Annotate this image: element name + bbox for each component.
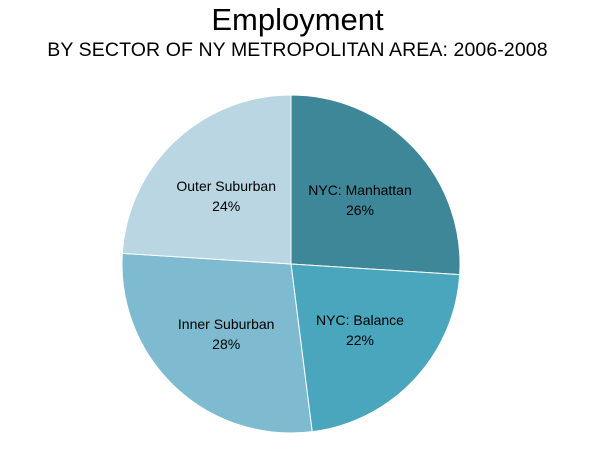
slice-label-outer-suburban: Outer Suburban 24% [176,178,276,214]
pie-slice-outer-suburban [121,94,292,265]
slice-category-label: Outer Suburban [176,178,276,194]
pie-slices [121,94,461,434]
slice-value-label: 22% [346,332,374,348]
slice-label-inner-suburban: Inner Suburban 28% [178,316,275,352]
chart-title: Employment [211,2,384,37]
chart-subtitle: BY SECTOR OF NY METROPOLITAN AREA: 2006-… [47,39,548,61]
slice-value-label: 24% [212,198,240,214]
slice-category-label: NYC: Balance [316,312,404,328]
slice-value-label: 26% [346,202,374,218]
pie-slice-inner-suburban [121,252,313,434]
slice-value-label: 28% [212,336,240,352]
pie-slice-nyc-balance [290,263,461,433]
pie-labels: NYC: Manhattan 26% NYC: Balance 22% Inner Su… [176,178,411,352]
slice-label-nyc-manhattan: NYC: Manhattan 26% [308,182,412,218]
slice-label-nyc-balance: NYC: Balance 22% [316,312,404,348]
pie-slice-nyc-manhattan [290,94,461,276]
slice-category-label: Inner Suburban [178,316,275,332]
slice-category-label: NYC: Manhattan [308,182,412,198]
